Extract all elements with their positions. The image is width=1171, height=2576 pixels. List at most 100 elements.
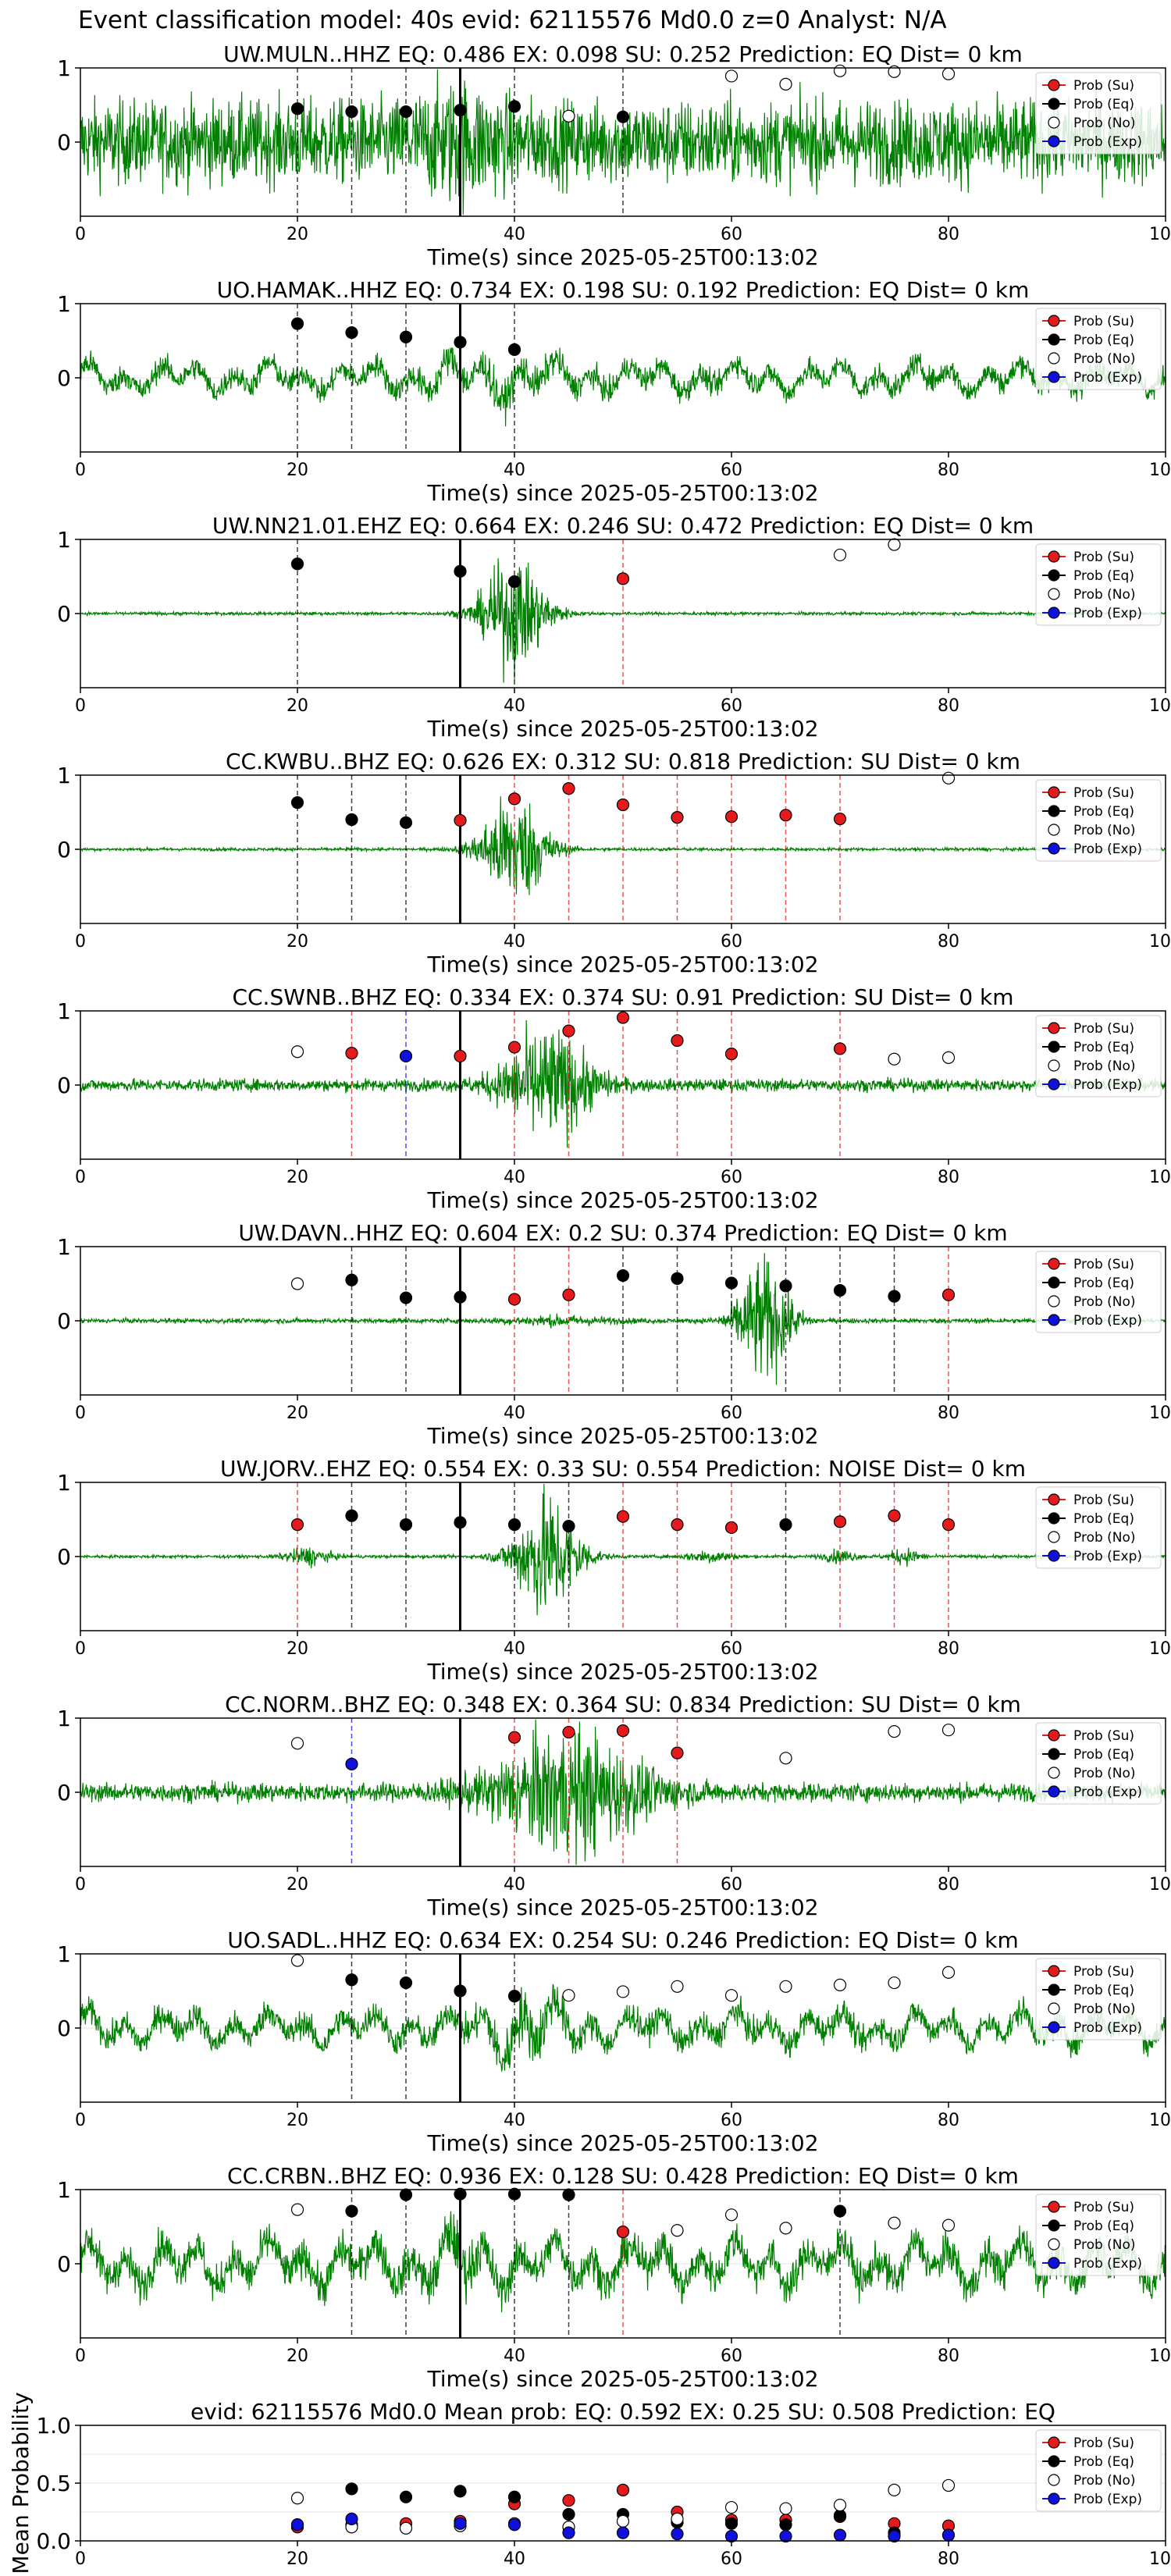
y-tick-label: 0 (57, 130, 71, 155)
legend-marker-su (1048, 2201, 1060, 2213)
legend-marker-exp (1048, 1078, 1060, 1091)
waveform-trace (80, 1253, 1166, 1386)
waveform-trace (80, 796, 1166, 895)
panel-title: evid: 62115576 Md0.0 Mean prob: EQ: 0.59… (190, 2399, 1055, 2425)
prob-point-no (779, 77, 792, 91)
x-tick-label: 0 (75, 2549, 86, 2569)
prob-point-no (941, 1966, 956, 1979)
prob-point-eq (616, 1268, 630, 1283)
prob-point-eq (454, 1984, 467, 1998)
prob-point-su (616, 1011, 630, 1024)
x-tick-label: 0 (75, 1404, 86, 1423)
station-panel: CC.KWBU..BHZ EQ: 0.626 EX: 0.312 SU: 0.8… (57, 749, 1171, 977)
legend-marker-no (1048, 824, 1060, 836)
legend-label: Prob (Su) (1073, 78, 1134, 94)
y-tick-label: 0 (57, 1780, 71, 1806)
legend-label: Prob (No) (1073, 351, 1136, 367)
legend: Prob (Su) Prob (Eq) Prob (No) Prob (Exp) (1035, 2429, 1162, 2512)
mean-prob-point-exp (290, 2518, 304, 2532)
legend-label: Prob (Exp) (1073, 1784, 1142, 1800)
prob-point-su (616, 572, 630, 585)
prob-point-no (941, 1051, 956, 1064)
x-tick-label: 80 (938, 1875, 959, 1895)
legend: Prob (Su) Prob (Eq) Prob (No) Prob (Exp) (1035, 308, 1162, 390)
legend-marker-exp (1048, 2021, 1060, 2033)
prob-point-no (888, 2216, 901, 2229)
prob-point-eq (454, 336, 467, 349)
legend-marker-no (1048, 2238, 1060, 2250)
y-tick-label: 0 (57, 837, 71, 863)
x-axis-label: Time(s) since 2025-05-25T00:13:02 (426, 1423, 818, 1449)
mean-prob-point-no (290, 2492, 304, 2505)
prob-point-eq (724, 1276, 739, 1290)
legend-label: Prob (No) (1073, 1294, 1136, 1310)
legend-marker-su (1048, 1965, 1060, 1977)
y-tick-label: 1 (57, 1470, 71, 1496)
prob-point-no (671, 1980, 684, 1993)
prob-point-su (779, 809, 792, 822)
y-tick-label: 1 (57, 1234, 71, 1260)
x-tick-label: 20 (287, 2347, 308, 2366)
x-tick-label: 80 (938, 461, 959, 480)
y-tick-label: 1 (57, 291, 71, 317)
x-tick-label: 100 (1149, 1875, 1171, 1895)
mean-prob-point-eq (562, 2507, 575, 2521)
legend-marker-eq (1048, 805, 1060, 817)
legend-frame (1035, 2194, 1162, 2276)
prob-point-eq (507, 575, 521, 589)
mean-prob-point-exp (454, 2517, 467, 2530)
x-tick-label: 0 (75, 1168, 86, 1187)
legend-marker-eq (1048, 1748, 1060, 1760)
x-tick-label: 20 (287, 1168, 308, 1187)
y-tick-label: 0 (57, 1544, 71, 1570)
x-axis-label: Time(s) since 2025-05-25T00:13:02 (426, 1659, 818, 1685)
legend-label: Prob (Exp) (1073, 1549, 1142, 1564)
prob-point-su (454, 1049, 467, 1063)
legend-marker-eq (1048, 1041, 1060, 1053)
x-tick-label: 40 (504, 1404, 525, 1423)
x-tick-label: 60 (721, 2111, 742, 2130)
prob-point-no (888, 538, 901, 551)
legend: Prob (Su) Prob (Eq) Prob (No) Prob (Exp) (1035, 1722, 1162, 1805)
x-tick-label: 40 (504, 1639, 525, 1659)
prob-point-eq (345, 1509, 358, 1522)
prob-point-eq (345, 326, 358, 340)
x-tick-label: 100 (1149, 461, 1171, 480)
prob-point-su (507, 792, 521, 806)
x-tick-label: 100 (1149, 1404, 1171, 1423)
prob-point-eq (507, 100, 521, 113)
legend-marker-no (1048, 588, 1060, 600)
prob-point-eq (345, 1973, 358, 1987)
prob-point-su (941, 1518, 956, 1532)
mean-prob-point-su (562, 2494, 575, 2507)
x-tick-label: 80 (938, 225, 959, 244)
legend-marker-no (1048, 2002, 1060, 2015)
station-panel: CC.SWNB..BHZ EQ: 0.334 EX: 0.374 SU: 0.9… (57, 984, 1171, 1213)
station-panel: UO.SADL..HHZ EQ: 0.634 EX: 0.254 SU: 0.2… (57, 1927, 1171, 2156)
mean-prob-point-exp (507, 2518, 521, 2532)
summary-panel: evid: 62115576 Md0.0 Mean prob: EQ: 0.59… (8, 2392, 1171, 2574)
x-tick-label: 40 (504, 225, 525, 244)
legend-label: Prob (Eq) (1073, 804, 1134, 820)
legend-label: Prob (No) (1073, 1766, 1136, 1781)
legend-label: Prob (Exp) (1073, 606, 1142, 621)
prob-point-no (941, 2218, 956, 2232)
legend-marker-su (1048, 2436, 1060, 2449)
prob-point-su (616, 798, 630, 812)
prob-point-no (833, 1978, 847, 1991)
prob-point-exp (399, 1049, 413, 1063)
x-tick-label: 60 (721, 1168, 742, 1187)
y-tick-label: 1 (57, 55, 71, 81)
mean-prob-point-exp (616, 2526, 630, 2539)
legend: Prob (Su) Prob (Eq) Prob (No) Prob (Exp) (1035, 1486, 1162, 1569)
panel-title: CC.CRBN..BHZ EQ: 0.936 EX: 0.128 SU: 0.4… (227, 2163, 1019, 2189)
legend-label: Prob (No) (1073, 116, 1136, 131)
x-tick-label: 80 (938, 2347, 959, 2366)
y-tick-label: 1 (57, 763, 71, 788)
x-tick-label: 60 (721, 225, 742, 244)
panel-title: UW.DAVN..HHZ EQ: 0.604 EX: 0.2 SU: 0.374… (238, 1220, 1007, 1246)
legend-label: Prob (No) (1073, 2237, 1136, 2253)
y-axis-label: Mean Probability (8, 2392, 34, 2574)
panel-title: CC.KWBU..BHZ EQ: 0.626 EX: 0.312 SU: 0.8… (226, 749, 1020, 774)
prob-point-no (888, 1976, 901, 1990)
